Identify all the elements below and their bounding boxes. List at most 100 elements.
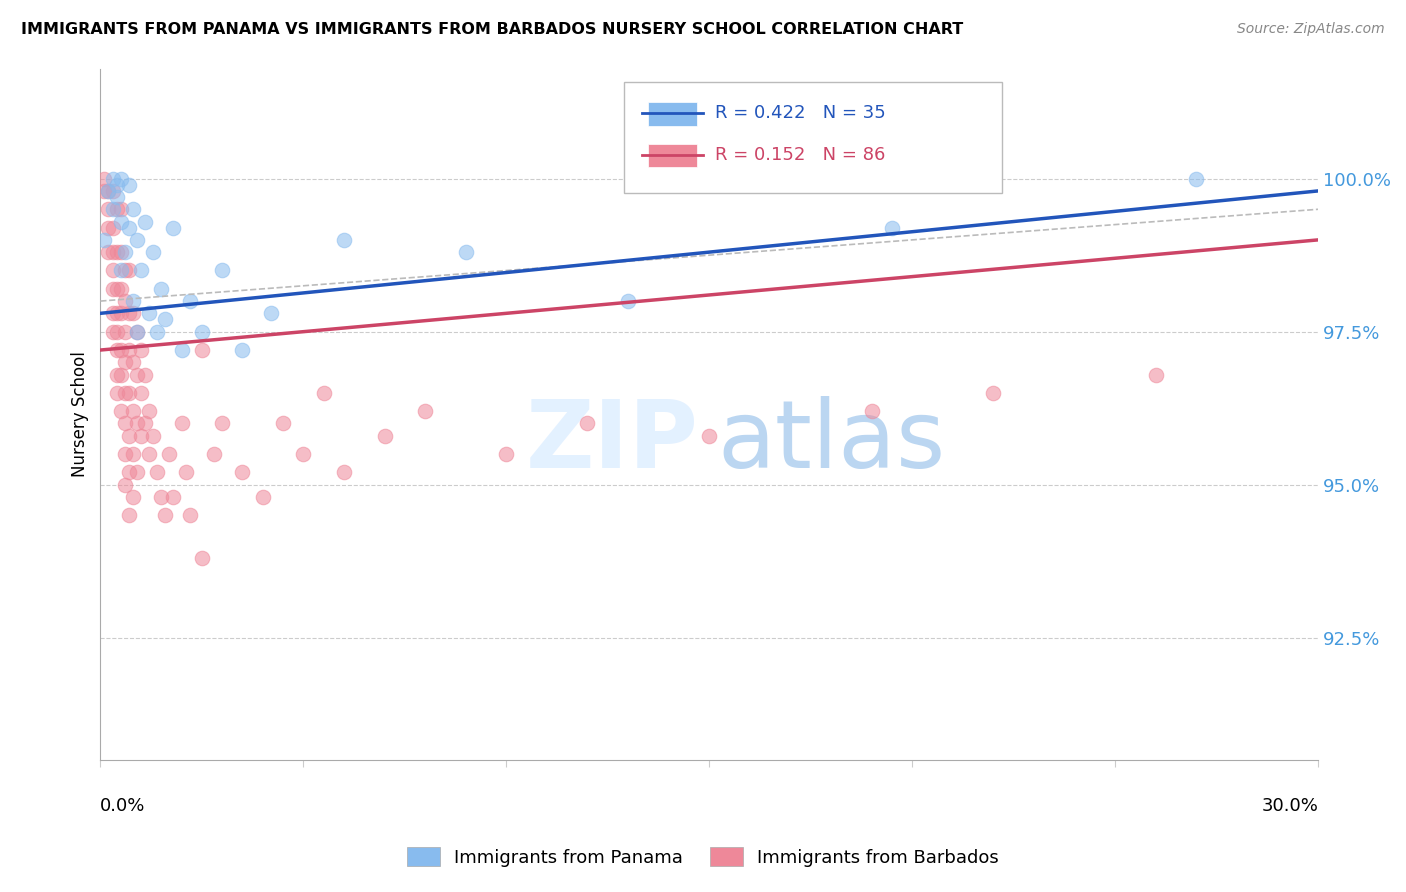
Point [202,447,225,461]
Point [114,477,136,491]
Y-axis label: Nursery School: Nursery School [72,351,89,477]
Point [138,404,160,418]
Point [191,551,214,566]
Point [97,184,120,198]
Point [114,325,136,339]
Point [110,245,132,260]
Point [1185,171,1208,186]
Point [211,417,233,431]
Point [576,417,599,431]
Point [155,312,177,326]
Point [125,368,148,382]
Point [138,306,160,320]
Point [93,233,115,247]
Point [105,306,128,320]
Point [125,466,148,480]
Point [134,214,156,228]
Point [155,508,177,523]
Point [697,428,720,442]
Point [260,306,283,320]
Point [146,325,169,339]
Point [495,447,517,461]
Point [114,245,136,260]
Point [880,220,903,235]
FancyBboxPatch shape [648,103,697,126]
Point [125,417,148,431]
Point [121,490,143,504]
Point [191,343,214,357]
Point [129,428,152,442]
Point [454,245,477,260]
Point [105,343,128,357]
Point [413,404,436,418]
Point [110,343,132,357]
Point [101,220,124,235]
Point [105,178,128,192]
Point [292,447,315,461]
Text: 30.0%: 30.0% [1261,797,1319,814]
Point [312,385,335,400]
Point [110,214,132,228]
Point [150,282,173,296]
Point [118,428,141,442]
Point [114,355,136,369]
Point [118,178,141,192]
Point [121,306,143,320]
Point [114,417,136,431]
Point [110,404,132,418]
Point [146,466,169,480]
Point [105,368,128,382]
Point [110,368,132,382]
Point [252,490,274,504]
Point [97,184,120,198]
Point [93,171,115,186]
Point [134,417,156,431]
Point [125,233,148,247]
Point [110,202,132,217]
Point [333,466,356,480]
Point [125,325,148,339]
Point [114,447,136,461]
Point [983,385,1005,400]
Point [617,294,640,309]
Point [179,508,201,523]
Point [97,220,120,235]
Text: Source: ZipAtlas.com: Source: ZipAtlas.com [1237,22,1385,37]
Point [105,385,128,400]
Point [110,263,132,277]
Point [121,404,143,418]
Point [101,325,124,339]
Text: atlas: atlas [717,396,945,488]
Text: R = 0.422   N = 35: R = 0.422 N = 35 [716,104,886,122]
Point [105,282,128,296]
Point [157,447,180,461]
Point [174,466,197,480]
Point [134,368,156,382]
Point [110,306,132,320]
Point [110,171,132,186]
Point [1144,368,1167,382]
Point [101,202,124,217]
Point [231,466,253,480]
Point [231,343,253,357]
Point [97,202,120,217]
Point [142,428,165,442]
Point [211,263,233,277]
Point [105,245,128,260]
Point [129,263,152,277]
Point [191,325,214,339]
Point [121,202,143,217]
Point [97,245,120,260]
FancyBboxPatch shape [624,82,1001,193]
Text: 0.0%: 0.0% [100,797,146,814]
Point [118,343,141,357]
Point [101,306,124,320]
Point [105,202,128,217]
Point [118,385,141,400]
Point [93,184,115,198]
Legend: Immigrants from Panama, Immigrants from Barbados: Immigrants from Panama, Immigrants from … [399,840,1007,874]
Text: IMMIGRANTS FROM PANAMA VS IMMIGRANTS FROM BARBADOS NURSERY SCHOOL CORRELATION CH: IMMIGRANTS FROM PANAMA VS IMMIGRANTS FRO… [21,22,963,37]
Point [121,294,143,309]
Point [373,428,395,442]
Point [118,306,141,320]
